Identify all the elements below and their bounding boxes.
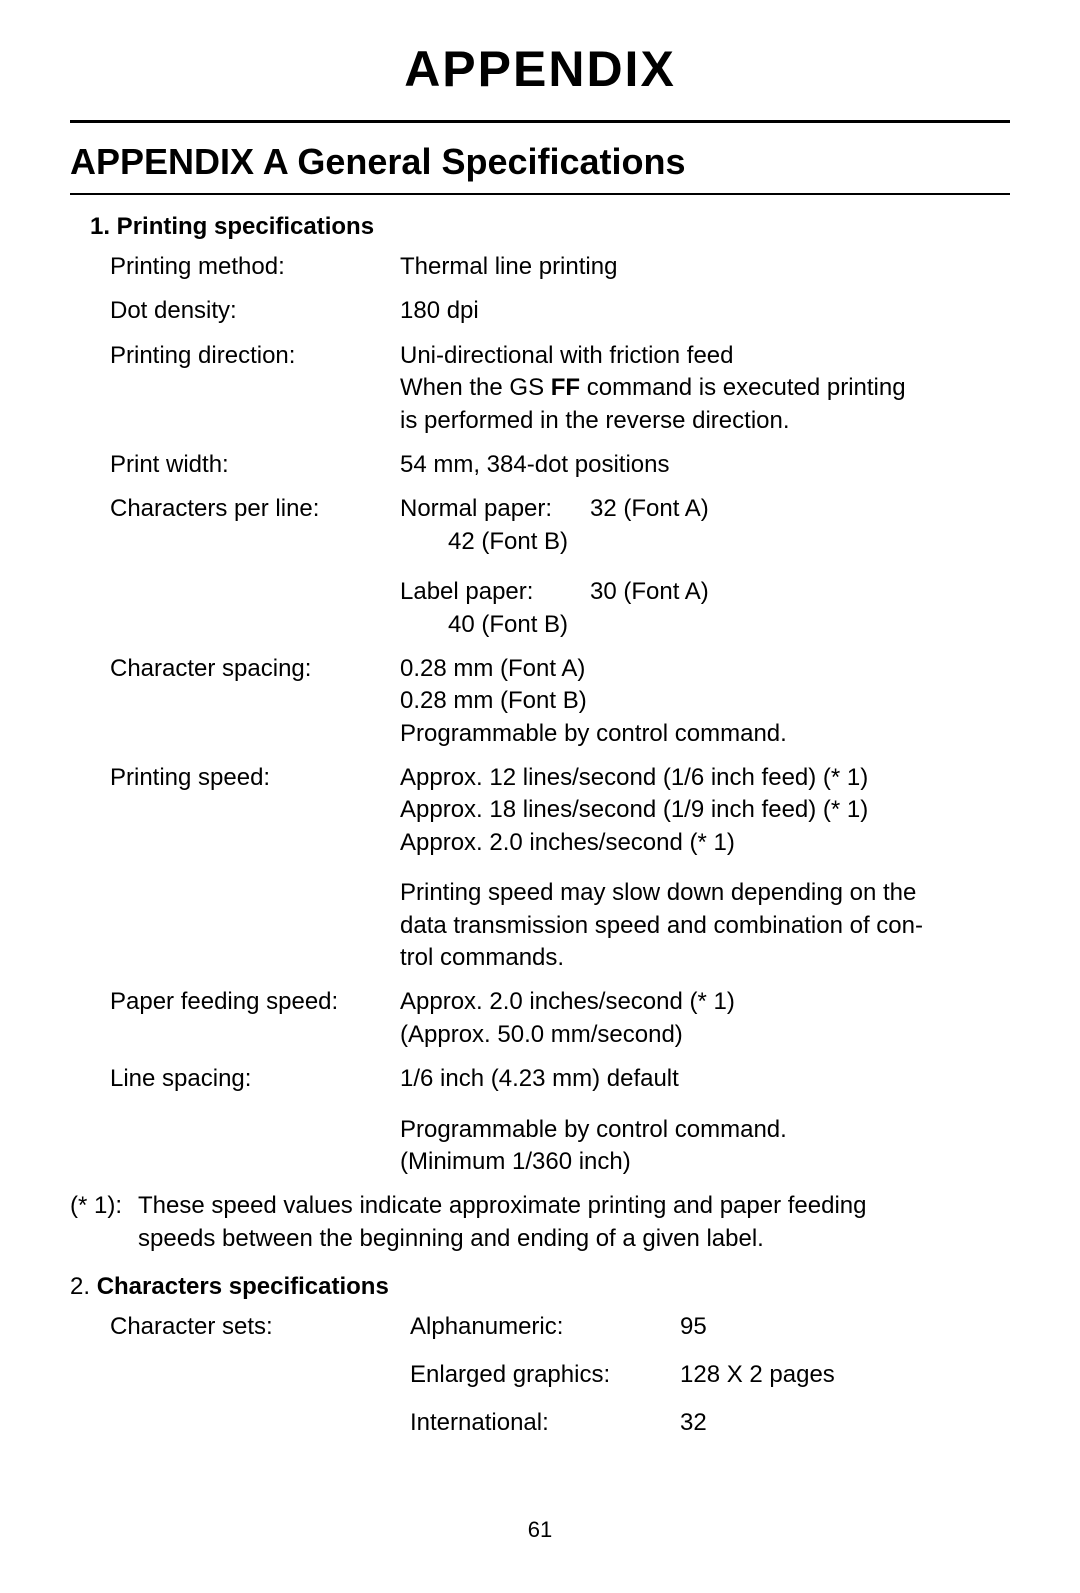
- charset-mid: Alphanumeric:: [410, 1313, 680, 1341]
- spec-label: Dot density:: [110, 295, 400, 327]
- spec-value: Uni-directional with friction feed When …: [400, 340, 1010, 437]
- spec-line: trol commands.: [400, 942, 1010, 974]
- spec-row-dot-density: Dot density: 180 dpi: [110, 295, 1010, 327]
- charset-row-international: International: 32: [110, 1409, 1010, 1437]
- spec-line: Programmable by control command.: [400, 718, 1010, 750]
- spec-value: Approx. 12 lines/second (1/6 inch feed) …: [400, 762, 1010, 974]
- spec-value: Normal paper:32 (Font A) 42 (Font B) Lab…: [400, 493, 1010, 641]
- spec-line: Label paper:30 (Font A): [400, 576, 1010, 608]
- spec-label: Printing speed:: [110, 762, 400, 974]
- spec-row-line-spacing: Line spacing: 1/6 inch (4.23 mm) default…: [110, 1063, 1010, 1178]
- section-a-title: APPENDIX A General Specifications: [70, 141, 1010, 183]
- spec-row-char-spacing: Character spacing: 0.28 mm (Font A) 0.28…: [110, 653, 1010, 750]
- spec-line: 1/6 inch (4.23 mm) default: [400, 1063, 1010, 1095]
- spec-line: 40 (Font B): [400, 609, 1010, 641]
- spec-line: Approx. 12 lines/second (1/6 inch feed) …: [400, 762, 1010, 794]
- footnote: (* 1): These speed values indicate appro…: [70, 1190, 1010, 1255]
- spec-label: Paper feeding speed:: [110, 986, 400, 1051]
- page-number: 61: [70, 1517, 1010, 1543]
- spec-label: Printing method:: [110, 251, 400, 283]
- charset-mid: Enlarged graphics:: [410, 1361, 680, 1389]
- spec-label: Printing direction:: [110, 340, 400, 437]
- charset-value: 128 X 2 pages: [680, 1361, 1010, 1389]
- heading-text: Characters specifications: [97, 1273, 389, 1300]
- spec-row-printing-speed: Printing speed: Approx. 12 lines/second …: [110, 762, 1010, 974]
- paper-type-label: Label paper:: [400, 576, 590, 608]
- spec-row-paper-feed: Paper feeding speed: Approx. 2.0 inches/…: [110, 986, 1010, 1051]
- charset-row-alphanumeric: Character sets: Alphanumeric: 95: [110, 1313, 1010, 1341]
- footnote-line: speeds between the beginning and ending …: [138, 1223, 866, 1255]
- title-rule: [70, 120, 1010, 123]
- charset-row-enlarged: Enlarged graphics: 128 X 2 pages: [110, 1361, 1010, 1389]
- charset-label: [110, 1409, 410, 1437]
- charset-label: [110, 1361, 410, 1389]
- spec-line: Approx. 2.0 inches/second (* 1): [400, 986, 1010, 1018]
- spec-row-printing-method: Printing method: Thermal line printing: [110, 251, 1010, 283]
- spec-line: Uni-directional with friction feed: [400, 340, 1010, 372]
- text: When the GS: [400, 374, 551, 401]
- heading-prefix: 2.: [70, 1273, 97, 1300]
- spec-label: Character spacing:: [110, 653, 400, 750]
- spec-line: 0.28 mm (Font A): [400, 653, 1010, 685]
- page-title: APPENDIX: [70, 40, 1010, 98]
- spec-line: 42 (Font B): [400, 526, 1010, 558]
- printing-specs-heading: 1. Printing specifications: [90, 213, 1010, 241]
- characters-specs-heading: 2. Characters specifications: [70, 1273, 1010, 1301]
- font-a-value: 32 (Font A): [590, 495, 709, 522]
- footnote-tag: (* 1):: [70, 1190, 138, 1255]
- charset-mid: International:: [410, 1409, 680, 1437]
- spec-label: Print width:: [110, 449, 400, 481]
- spec-label: Line spacing:: [110, 1063, 400, 1178]
- footnote-line: These speed values indicate approximate …: [138, 1190, 866, 1222]
- paper-type-label: Normal paper:: [400, 493, 590, 525]
- spec-value: 180 dpi: [400, 295, 1010, 327]
- spec-row-chars-per-line: Characters per line: Normal paper:32 (Fo…: [110, 493, 1010, 641]
- spec-line: Programmable by control command.: [400, 1114, 1010, 1146]
- spec-line: Printing speed may slow down depending o…: [400, 877, 1010, 909]
- spec-value: 54 mm, 384-dot positions: [400, 449, 1010, 481]
- spec-line: (Approx. 50.0 mm/second): [400, 1019, 1010, 1051]
- spec-row-print-width: Print width: 54 mm, 384-dot positions: [110, 449, 1010, 481]
- spec-value: 1/6 inch (4.23 mm) default Programmable …: [400, 1063, 1010, 1178]
- spec-line: (Minimum 1/360 inch): [400, 1146, 1010, 1178]
- text: command is executed printing: [580, 374, 906, 401]
- spec-line: When the GS FF command is executed print…: [400, 372, 1010, 404]
- section-a-rule: [70, 193, 1010, 195]
- spec-line: data transmission speed and combination …: [400, 910, 1010, 942]
- charset-value: 32: [680, 1409, 1010, 1437]
- spec-value: Thermal line printing: [400, 251, 1010, 283]
- spec-label: Characters per line:: [110, 493, 400, 641]
- spec-value: 0.28 mm (Font A) 0.28 mm (Font B) Progra…: [400, 653, 1010, 750]
- spec-row-printing-direction: Printing direction: Uni-directional with…: [110, 340, 1010, 437]
- spec-line: Normal paper:32 (Font A): [400, 493, 1010, 525]
- charset-label: Character sets:: [110, 1313, 410, 1341]
- font-a-value: 30 (Font A): [590, 578, 709, 605]
- command-text: FF: [551, 374, 580, 401]
- charset-value: 95: [680, 1313, 1010, 1341]
- spec-line: Approx. 2.0 inches/second (* 1): [400, 827, 1010, 859]
- spec-value: Approx. 2.0 inches/second (* 1) (Approx.…: [400, 986, 1010, 1051]
- spec-line: 0.28 mm (Font B): [400, 685, 1010, 717]
- spec-line: is performed in the reverse direction.: [400, 405, 1010, 437]
- spec-line: Approx. 18 lines/second (1/9 inch feed) …: [400, 794, 1010, 826]
